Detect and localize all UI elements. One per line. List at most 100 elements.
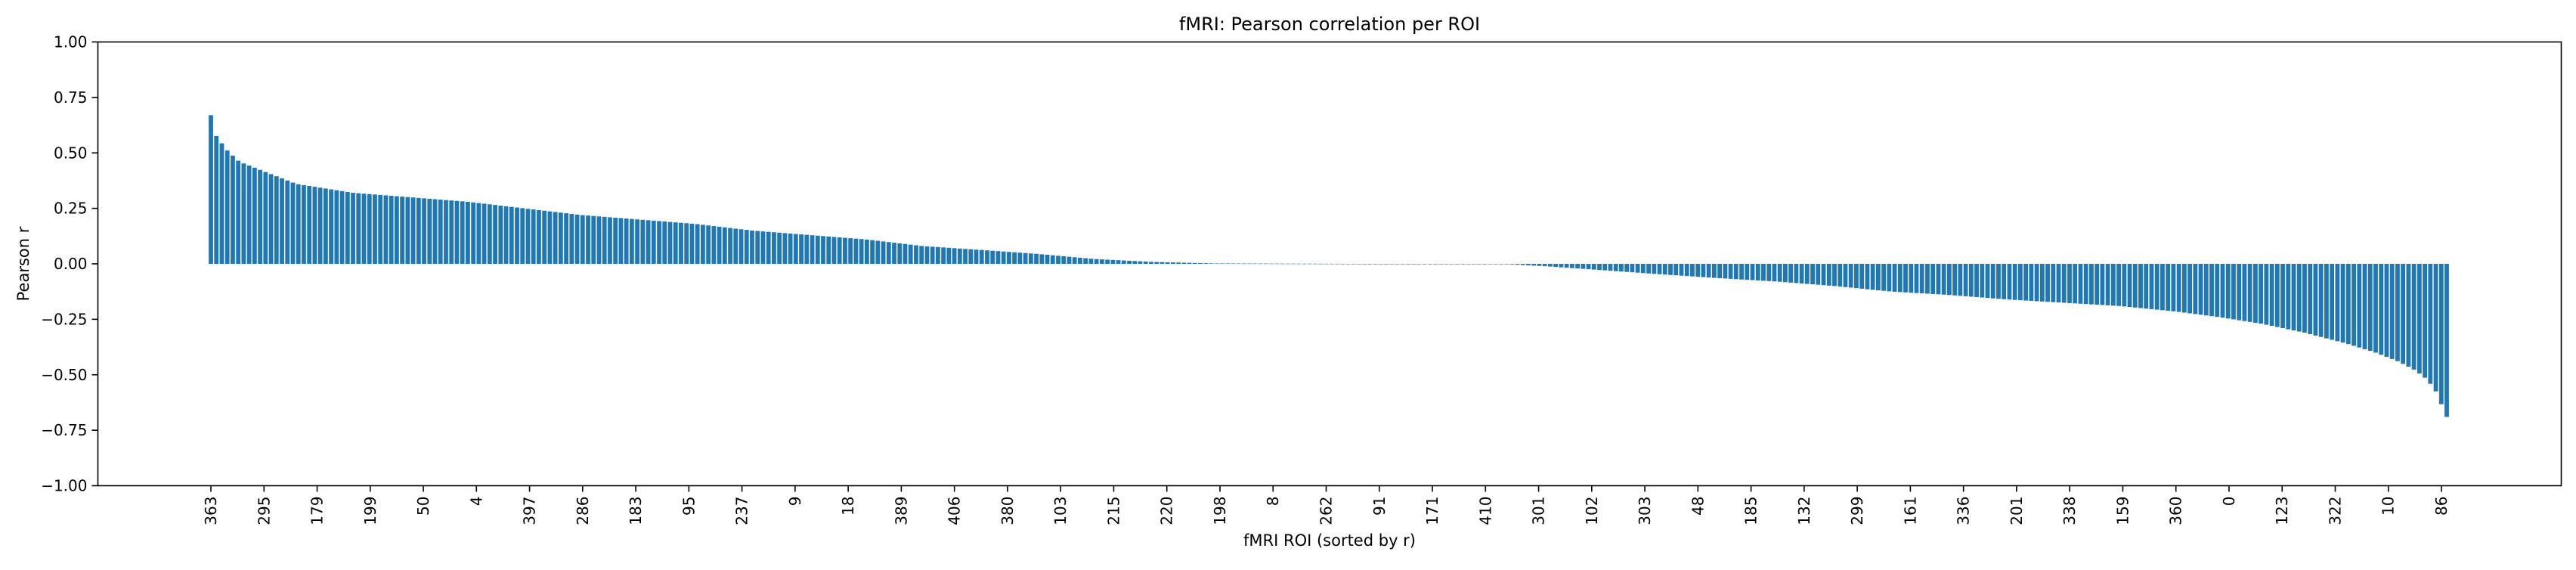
- bar: [1466, 264, 1471, 265]
- bar: [444, 200, 448, 264]
- bar: [1422, 264, 1427, 265]
- bar: [236, 160, 241, 264]
- bar: [1684, 264, 1689, 277]
- bar: [351, 193, 355, 264]
- bar: [831, 237, 837, 264]
- bar: [1143, 262, 1148, 264]
- bar: [2220, 264, 2225, 318]
- bar: [1980, 264, 1985, 298]
- bar: [1548, 264, 1553, 267]
- x-tick-label: 380: [999, 497, 1017, 525]
- bar: [2045, 264, 2050, 302]
- bar: [1865, 264, 1870, 290]
- bar: [302, 184, 306, 264]
- y-tick-label: −0.75: [41, 421, 87, 439]
- bar: [1952, 264, 1957, 296]
- bar: [679, 222, 683, 264]
- bar: [432, 199, 438, 264]
- bar: [2237, 264, 2242, 321]
- bar: [618, 218, 624, 264]
- bar: [1919, 264, 1924, 294]
- x-tick-label: 132: [1795, 497, 1813, 525]
- bar: [1613, 264, 1618, 271]
- bar: [427, 198, 432, 264]
- bar: [1209, 263, 1214, 264]
- bar: [1843, 264, 1848, 287]
- bar: [1384, 264, 1389, 265]
- x-tick-label: 237: [733, 497, 751, 525]
- bar: [651, 220, 656, 264]
- bar: [2438, 264, 2444, 404]
- bar: [1652, 264, 1657, 274]
- bar-series: [209, 115, 2449, 417]
- bar: [1936, 264, 1941, 295]
- bar: [1597, 264, 1602, 271]
- x-tick-label: 123: [2273, 497, 2291, 525]
- bar: [2198, 264, 2203, 315]
- x-tick-label: 199: [361, 497, 379, 525]
- bar: [1203, 263, 1209, 264]
- bar: [1783, 264, 1788, 283]
- bar: [1444, 264, 1449, 265]
- x-tick-label: 286: [574, 497, 592, 525]
- bar: [2012, 264, 2017, 300]
- bar: [1559, 264, 1564, 268]
- bar: [1985, 264, 1990, 299]
- bar: [345, 191, 350, 264]
- bar: [1329, 263, 1334, 265]
- bar: [1460, 264, 1466, 265]
- bar: [1870, 264, 1875, 290]
- bar: [1313, 263, 1317, 265]
- x-tick-label: 262: [1317, 497, 1336, 525]
- x-tick-label: 410: [1476, 497, 1494, 525]
- bar: [224, 150, 230, 264]
- bar: [1274, 263, 1280, 265]
- bar: [1345, 263, 1351, 265]
- bar: [1930, 264, 1936, 294]
- bar: [317, 187, 323, 264]
- bar: [777, 232, 782, 264]
- y-axis-label: Pearson r: [14, 226, 33, 301]
- y-tick-label: 0.25: [54, 200, 88, 218]
- x-tick-label: 295: [255, 497, 273, 525]
- bar: [339, 191, 345, 264]
- bar: [936, 246, 940, 264]
- bar: [2308, 264, 2313, 334]
- bar: [1252, 263, 1258, 265]
- bar: [1231, 263, 1236, 265]
- bar: [547, 211, 553, 264]
- bar: [2007, 264, 2012, 300]
- x-tick-label: 299: [1848, 497, 1866, 525]
- bar: [312, 187, 317, 264]
- bar: [1996, 264, 2001, 299]
- bar: [1750, 264, 1755, 280]
- bar: [268, 174, 274, 264]
- bar: [859, 239, 864, 264]
- bar: [738, 229, 744, 264]
- bar: [1067, 256, 1072, 264]
- chart-title: fMRI: Pearson correlation per ROI: [1179, 14, 1480, 35]
- bar: [2357, 264, 2362, 348]
- bar: [1723, 264, 1728, 279]
- bar: [231, 155, 235, 264]
- bar: [750, 230, 754, 264]
- bar: [2203, 264, 2209, 316]
- bar: [395, 196, 399, 264]
- bar: [755, 231, 760, 264]
- bar: [1438, 264, 1444, 265]
- bar: [537, 209, 541, 264]
- bar: [1160, 262, 1165, 264]
- bar: [1318, 263, 1324, 265]
- bar: [717, 226, 722, 264]
- bar: [930, 246, 935, 264]
- bar: [476, 203, 481, 264]
- bar: [2379, 264, 2384, 355]
- bar: [246, 166, 252, 264]
- bar: [1307, 263, 1312, 265]
- bar: [985, 250, 989, 264]
- bar: [2095, 264, 2100, 305]
- bar: [356, 193, 361, 264]
- bar: [1624, 264, 1630, 272]
- bar: [1236, 263, 1241, 265]
- bar: [2395, 264, 2400, 361]
